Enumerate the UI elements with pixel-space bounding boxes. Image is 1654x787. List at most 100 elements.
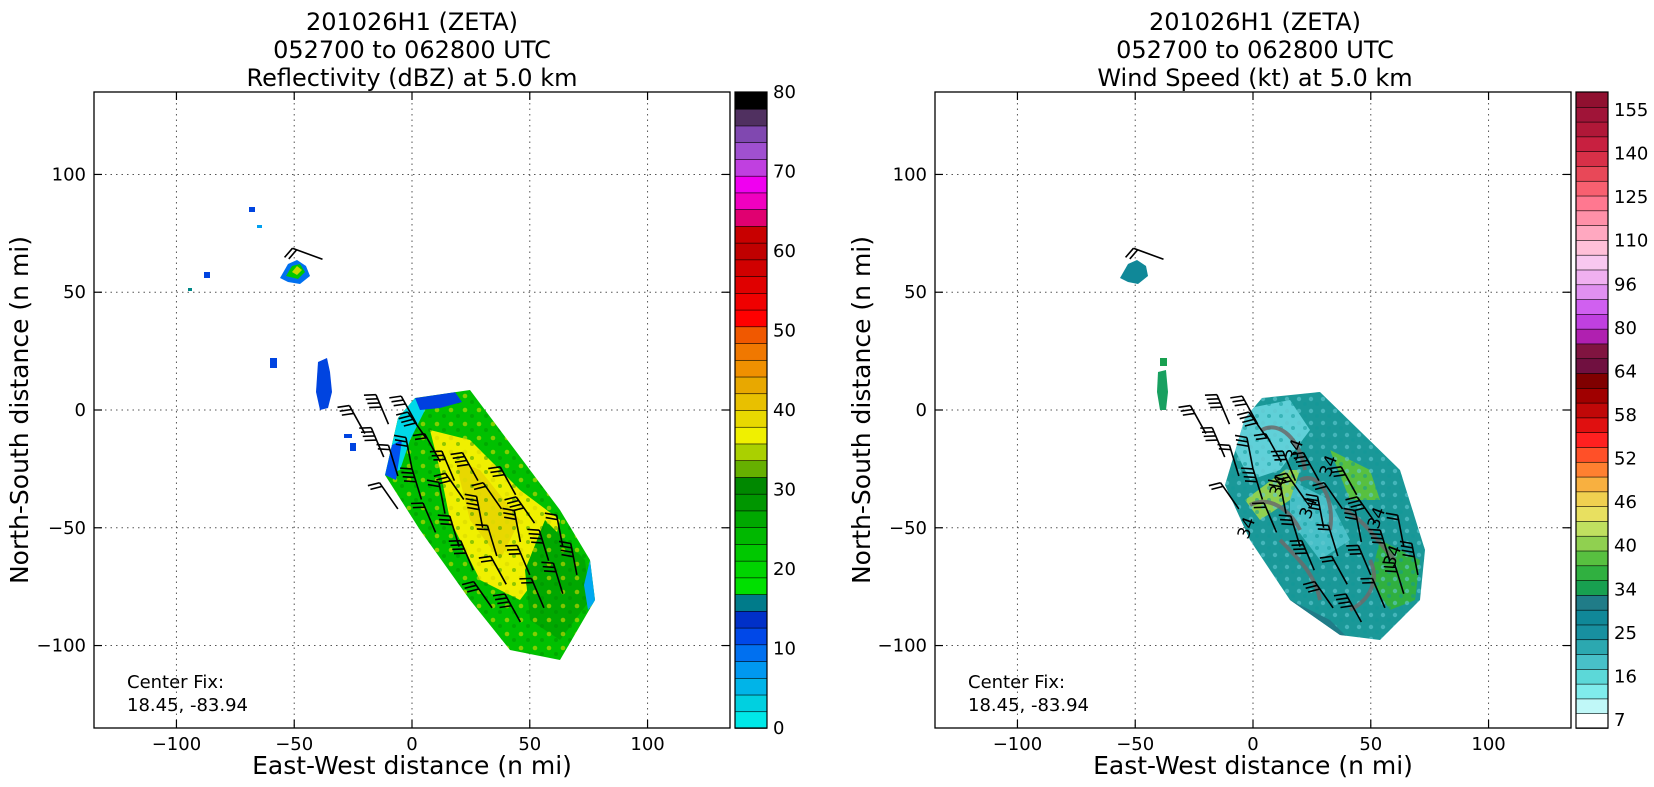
colorbar-segment <box>1575 136 1609 152</box>
colorbar-tick-label: 40 <box>773 400 796 421</box>
colorbar-segment <box>734 677 768 696</box>
colorbar-segment <box>734 476 768 495</box>
x-tick-label: −50 <box>275 734 313 755</box>
right-x-axis-label: East-West distance (n mi) <box>1093 751 1413 780</box>
colorbar-segment <box>1575 712 1609 729</box>
wind-barb <box>1241 467 1264 500</box>
wind-barb <box>558 540 578 576</box>
colorbar-segment <box>1575 565 1609 581</box>
colorbar-segment <box>734 443 768 462</box>
colorbar-segment <box>1575 298 1609 315</box>
colorbar-segment <box>734 526 768 545</box>
left-panel: 201026H1 (ZETA) 052700 to 062800 UTC Ref… <box>5 8 796 780</box>
wind-barb <box>1289 539 1315 571</box>
colorbar-tick-label: 46 <box>1614 492 1637 513</box>
wind-barb <box>337 404 366 434</box>
right-title-line-1: 201026H1 (ZETA) <box>1149 8 1361 36</box>
colorbar-segment <box>734 158 768 177</box>
colorbar-tick-label: 34 <box>1614 579 1637 600</box>
left-grid <box>94 92 730 728</box>
colorbar-segment <box>734 292 768 311</box>
right-y-axis-label: North-South distance (n mi) <box>847 236 876 584</box>
wind-barb <box>488 466 517 496</box>
x-tick-label: 50 <box>518 734 541 755</box>
x-tick-label: 0 <box>1247 734 1258 755</box>
colorbar-segment <box>1575 431 1609 448</box>
wind-barb <box>478 555 507 585</box>
colorbar-segment <box>734 510 768 528</box>
wind-barb <box>1316 523 1339 557</box>
colorbar-segment <box>734 175 768 194</box>
wind-barb <box>389 395 418 425</box>
wind-barb <box>1333 593 1363 623</box>
wind-barb <box>363 393 390 425</box>
colorbar-segment <box>734 225 768 244</box>
colorbar-tick-label: 7 <box>1614 710 1625 731</box>
wind-barb <box>1345 496 1377 524</box>
wind-barb <box>1360 577 1386 609</box>
wind-barb <box>1178 404 1207 434</box>
left-axis-ticks: −100 −50 0 50 100 −100 −50 0 50 100 <box>37 92 730 755</box>
right-plot-area: 34 34 34 34 34 34 34 −100 −50 0 50 100−100−5… <box>878 91 1572 755</box>
colorbar-tick-label: 64 <box>1614 361 1637 382</box>
wind-barb <box>504 496 536 524</box>
colorbar-tick-label: 16 <box>1614 666 1637 687</box>
colorbar-segment <box>734 593 768 612</box>
wind-barb <box>1346 544 1372 576</box>
colorbar-segment <box>1575 417 1609 433</box>
wind-barb <box>1267 479 1287 514</box>
left-title-line-3: Reflectivity (dBZ) at 5.0 km <box>247 64 578 92</box>
left-colorbar: 0 10 20 30 40 50 60 70 80 <box>734 82 796 739</box>
colorbar-segment <box>1575 165 1609 182</box>
wind-barb <box>411 502 437 533</box>
wind-barb <box>433 472 465 500</box>
colorbar-segment <box>734 342 768 361</box>
wind-barb <box>426 479 446 514</box>
colorbar-segment <box>734 192 768 210</box>
colorbar-tick-label: 10 <box>773 639 796 660</box>
wind-barb <box>471 481 503 510</box>
colorbar-segment <box>1575 150 1609 167</box>
colorbar-segment <box>1575 239 1609 256</box>
y-tick-label: 0 <box>75 400 86 421</box>
wind-barb <box>1200 426 1226 458</box>
wind-barb <box>541 561 564 594</box>
colorbar-frame <box>734 91 768 729</box>
wind-barb <box>519 577 545 609</box>
colorbar-segment <box>1575 180 1609 197</box>
wind-barb <box>1329 466 1358 496</box>
left-title-line-1: 201026H1 (ZETA) <box>306 8 518 36</box>
colorbar-segment <box>734 459 768 478</box>
colorbar-segment <box>1575 609 1609 626</box>
colorbar-tick-label: 155 <box>1614 100 1648 121</box>
right-wind-barbs <box>1124 247 1419 623</box>
wind-barb <box>1208 481 1240 510</box>
wind-barb <box>475 523 498 557</box>
colorbar-segment <box>1575 91 1609 108</box>
colorbar-segment <box>734 259 768 277</box>
colorbar-segment <box>734 359 768 378</box>
x-tick-label: 0 <box>406 734 417 755</box>
wind-barb <box>437 514 460 547</box>
wind-barb <box>1217 443 1240 477</box>
colorbar-segment <box>734 543 768 562</box>
wind-barb <box>1253 433 1282 463</box>
colorbar-segment <box>734 409 768 428</box>
colorbar-segment <box>1575 476 1609 493</box>
colorbar-segment <box>1575 195 1609 212</box>
wind-barb <box>1291 451 1320 482</box>
colorbar-segment <box>734 392 768 411</box>
colorbar-tick-label: 40 <box>1614 536 1637 557</box>
colorbar-segment <box>734 141 768 160</box>
x-tick-label: 100 <box>1471 734 1505 755</box>
colorbar-segment <box>1575 550 1609 567</box>
wind-barb <box>505 544 531 576</box>
colorbar-segment <box>734 560 768 579</box>
colorbar-segment <box>1575 254 1609 271</box>
colorbar-tick-label: 20 <box>773 559 796 580</box>
left-wind-barbs <box>283 247 578 623</box>
y-tick-label: −100 <box>878 636 927 657</box>
colorbar-segment <box>1575 638 1609 655</box>
colorbar-tick-label: 58 <box>1614 405 1637 426</box>
wind-barb <box>359 426 385 458</box>
